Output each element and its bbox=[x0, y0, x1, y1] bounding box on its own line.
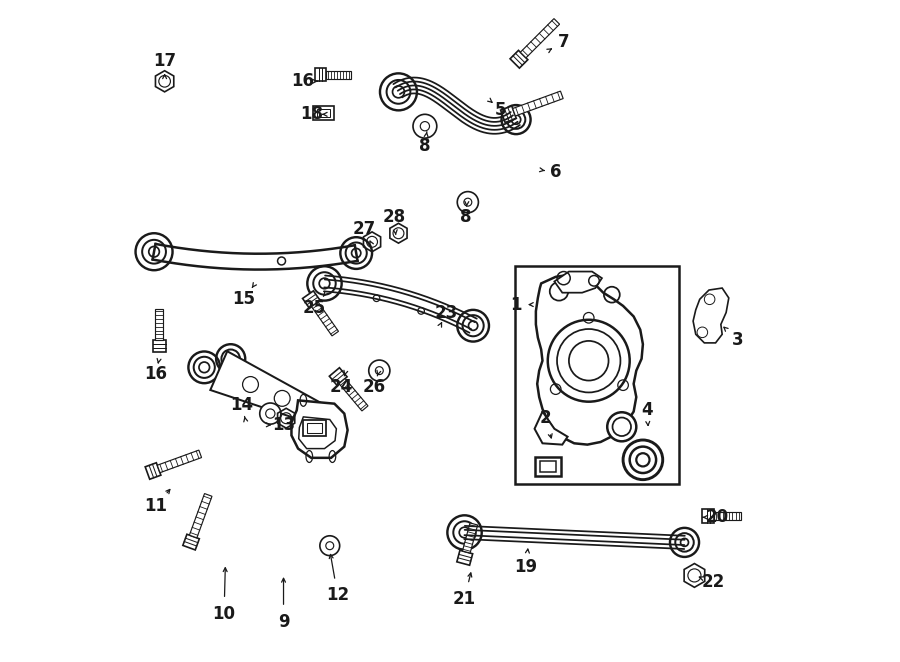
Polygon shape bbox=[158, 450, 202, 473]
Polygon shape bbox=[292, 401, 347, 458]
Text: 8: 8 bbox=[460, 209, 472, 226]
Circle shape bbox=[548, 320, 630, 402]
Text: 6: 6 bbox=[550, 164, 562, 181]
Circle shape bbox=[413, 115, 436, 138]
Text: 28: 28 bbox=[382, 209, 405, 226]
Polygon shape bbox=[520, 19, 560, 58]
Polygon shape bbox=[329, 367, 347, 385]
Text: 5: 5 bbox=[495, 101, 507, 118]
Polygon shape bbox=[211, 352, 328, 426]
Text: 7: 7 bbox=[558, 32, 570, 51]
Polygon shape bbox=[463, 523, 478, 553]
Polygon shape bbox=[535, 457, 561, 476]
Polygon shape bbox=[156, 309, 163, 340]
Text: 25: 25 bbox=[303, 299, 326, 317]
Polygon shape bbox=[339, 379, 368, 411]
Text: 13: 13 bbox=[272, 416, 295, 434]
Polygon shape bbox=[302, 291, 320, 308]
Text: 26: 26 bbox=[363, 378, 385, 396]
Text: 10: 10 bbox=[212, 605, 236, 623]
Polygon shape bbox=[327, 71, 351, 79]
Polygon shape bbox=[153, 340, 166, 352]
Polygon shape bbox=[536, 275, 643, 445]
Circle shape bbox=[260, 403, 281, 424]
Circle shape bbox=[320, 536, 339, 555]
Text: 27: 27 bbox=[353, 220, 375, 238]
Polygon shape bbox=[500, 106, 517, 122]
Circle shape bbox=[369, 360, 390, 381]
Text: 15: 15 bbox=[232, 291, 256, 308]
Circle shape bbox=[608, 412, 636, 442]
Text: 19: 19 bbox=[515, 559, 537, 577]
Polygon shape bbox=[513, 91, 563, 116]
Text: 1: 1 bbox=[510, 295, 522, 314]
Text: 14: 14 bbox=[230, 396, 254, 414]
Polygon shape bbox=[183, 534, 199, 550]
Polygon shape bbox=[145, 463, 161, 479]
Text: 16: 16 bbox=[145, 365, 167, 383]
Polygon shape bbox=[302, 420, 327, 436]
Text: 3: 3 bbox=[732, 330, 743, 349]
Polygon shape bbox=[457, 550, 472, 565]
Polygon shape bbox=[535, 412, 568, 445]
Text: 21: 21 bbox=[453, 590, 476, 608]
Text: 12: 12 bbox=[326, 587, 349, 604]
Polygon shape bbox=[315, 68, 327, 81]
Text: 16: 16 bbox=[292, 72, 314, 90]
Polygon shape bbox=[312, 106, 334, 120]
Text: 17: 17 bbox=[153, 52, 176, 70]
Polygon shape bbox=[554, 271, 602, 293]
Polygon shape bbox=[715, 512, 741, 520]
Text: 11: 11 bbox=[145, 497, 167, 515]
Polygon shape bbox=[510, 50, 527, 68]
Text: 23: 23 bbox=[435, 303, 458, 322]
FancyBboxPatch shape bbox=[515, 266, 679, 485]
Text: 24: 24 bbox=[329, 378, 353, 396]
Text: 22: 22 bbox=[701, 573, 724, 591]
Text: 4: 4 bbox=[641, 401, 652, 419]
Polygon shape bbox=[702, 509, 715, 522]
Text: 20: 20 bbox=[706, 508, 729, 526]
Polygon shape bbox=[693, 288, 729, 343]
Text: 8: 8 bbox=[419, 137, 430, 155]
Text: 9: 9 bbox=[278, 612, 289, 631]
Polygon shape bbox=[311, 302, 338, 336]
Text: 2: 2 bbox=[540, 409, 552, 427]
Polygon shape bbox=[189, 494, 212, 538]
Text: 18: 18 bbox=[300, 105, 323, 123]
Circle shape bbox=[457, 191, 479, 213]
